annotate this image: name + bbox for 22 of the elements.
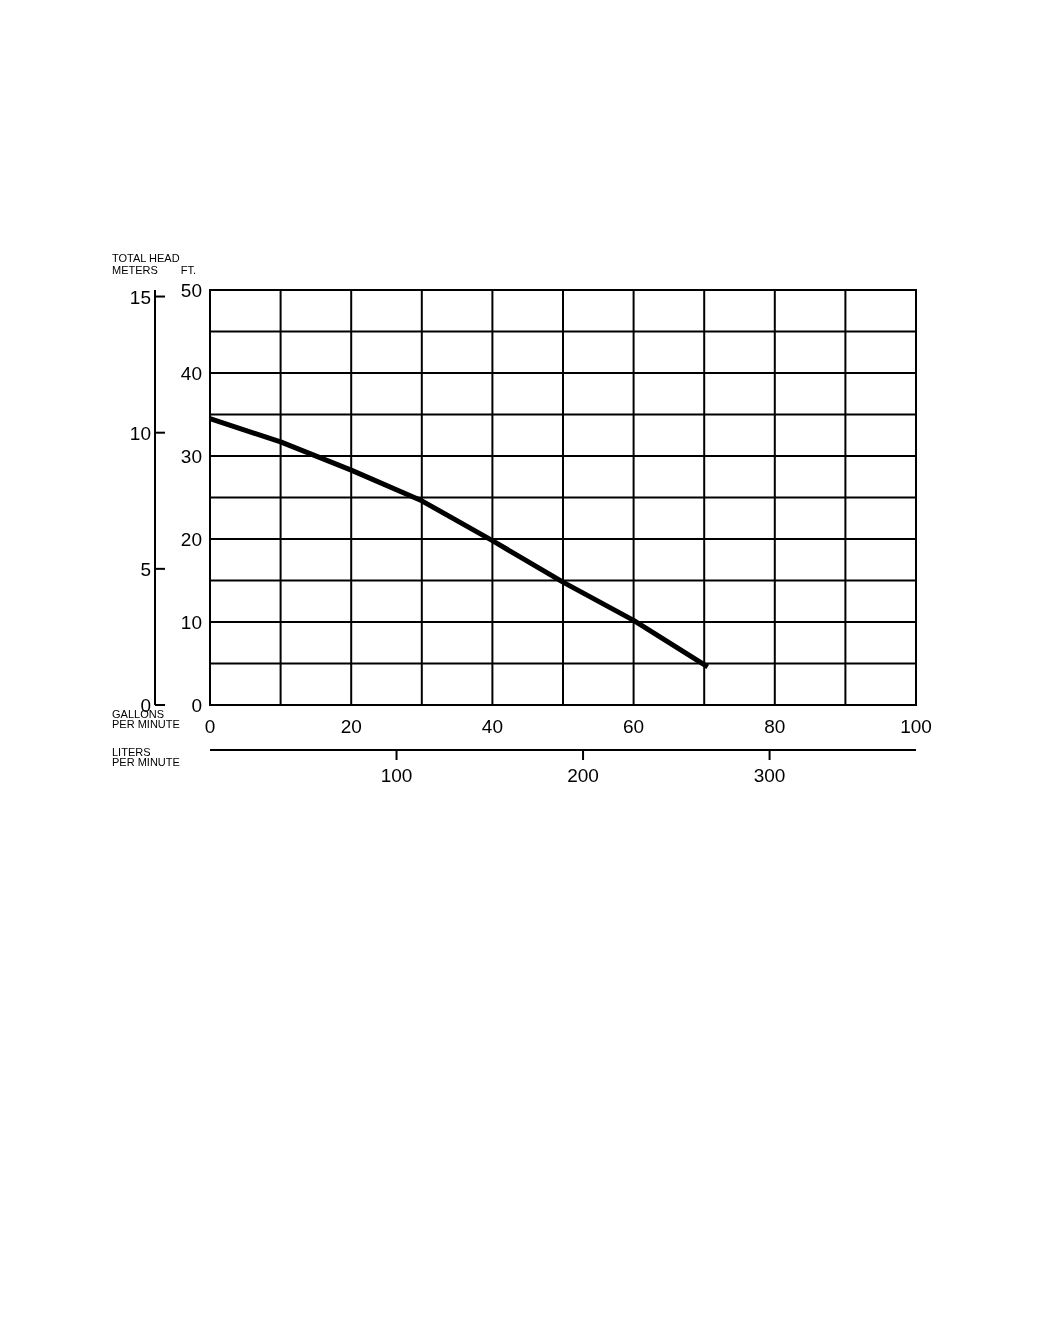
x-tick-label: 0 <box>204 716 216 737</box>
x-tick-label: 40 <box>481 716 503 737</box>
x2-tick-label: 300 <box>753 765 786 786</box>
y2-tick-label: 15 <box>129 286 151 308</box>
x-tick-label: 20 <box>340 716 362 737</box>
text: TOTAL HEAD <box>112 252 180 264</box>
y-tick-label: 10 <box>180 612 202 633</box>
x-tick-label: 80 <box>764 716 786 737</box>
y-tick-label: 40 <box>180 363 202 384</box>
y2-tick-label: 10 <box>129 422 151 444</box>
y2-axis-title: METERS <box>112 264 158 276</box>
y-axis-title: FT. <box>180 264 196 276</box>
y-tick-label: 30 <box>180 446 202 467</box>
x2-tick-label: 200 <box>567 765 599 786</box>
y-tick-label: 50 <box>180 280 202 301</box>
x-tick-label: 100 <box>900 716 932 737</box>
x2-tick-label: 100 <box>380 765 413 786</box>
y-tick-label: 20 <box>180 529 202 550</box>
x-tick-label: 60 <box>623 716 645 737</box>
y2-tick-label: 5 <box>140 558 151 580</box>
y-tick-label: 0 <box>191 695 202 716</box>
x2-axis-title: LITERS PER MINUTE <box>112 746 180 768</box>
